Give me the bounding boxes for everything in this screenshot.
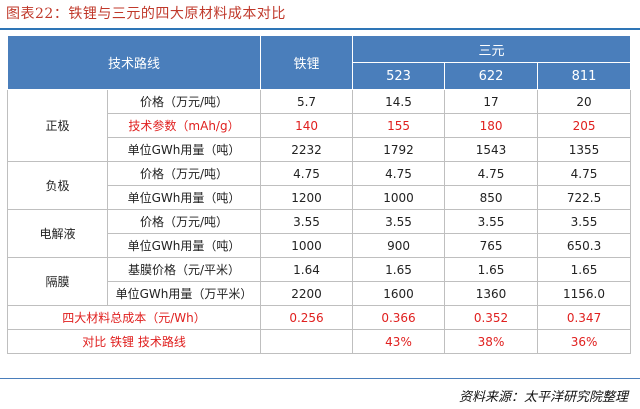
value-cell: 3.55 — [537, 209, 632, 234]
summary-label: 对比 铁锂 技术路线 — [6, 329, 262, 354]
value-cell: 3.55 — [444, 209, 539, 234]
table-row: 电解液 价格（万元/吨） 3.55 3.55 3.55 3.55 — [7, 209, 632, 258]
group-label: 电解液 — [7, 209, 108, 258]
value-cell: 1.65 — [444, 257, 539, 282]
value-cell: 4.75 — [537, 161, 632, 186]
value-cell: 900 — [352, 233, 446, 258]
summary-value: 36% — [537, 329, 632, 354]
value-cell: 205 — [537, 113, 632, 138]
table-row: 单位GWh用量（吨） 1000 900 765 650.3 — [8, 233, 632, 258]
row-label: 单位GWh用量（万平米） — [106, 281, 262, 306]
value-cell: 1360 — [444, 281, 539, 306]
value-cell: 1355 — [537, 137, 632, 162]
value-cell: 14.5 — [352, 89, 446, 114]
value-cell: 140 — [260, 113, 354, 138]
summary-row: 对比 铁锂 技术路线 43% 38% 36% — [6, 329, 632, 354]
table-row: 单位GWh用量（吨） 2232 1792 1543 1355 — [8, 137, 632, 162]
row-label: 基膜价格（元/平米） — [106, 257, 262, 282]
group-label: 正极 — [7, 89, 108, 162]
summary-value — [260, 329, 354, 354]
value-cell: 1.65 — [537, 257, 632, 282]
row-label: 单位GWh用量（吨） — [106, 137, 262, 162]
table-row: 单位GWh用量（万平米） 2200 1600 1360 1156.0 — [8, 281, 632, 306]
summary-value: 0.352 — [444, 305, 539, 330]
source-note: 资料来源：太平洋研究院整理 — [458, 390, 628, 405]
header-route: 技术路线 — [6, 35, 262, 90]
header-lfp: 铁锂 — [260, 35, 354, 90]
value-cell: 2200 — [260, 281, 354, 306]
summary-value: 0.347 — [537, 305, 632, 330]
table-row: 隔膜 基膜价格（元/平米） 1.64 1.65 1.65 1.65 — [7, 257, 632, 306]
summary-value: 38% — [444, 329, 539, 354]
value-cell: 4.75 — [352, 161, 446, 186]
value-cell: 4.75 — [260, 161, 354, 186]
value-cell: 3.55 — [260, 209, 354, 234]
summary-value: 0.366 — [352, 305, 446, 330]
header-811: 811 — [537, 62, 632, 90]
summary-row: 四大材料总成本（元/Wh） 0.256 0.366 0.352 0.347 — [6, 305, 632, 330]
value-cell: 17 — [444, 89, 539, 114]
row-label: 价格（万元/吨） — [106, 89, 262, 114]
value-cell: 3.55 — [352, 209, 446, 234]
value-cell: 1200 — [260, 185, 354, 210]
value-cell: 20 — [537, 89, 632, 114]
value-cell: 4.75 — [444, 161, 539, 186]
row-label: 单位GWh用量（吨） — [106, 185, 262, 210]
value-cell: 2232 — [260, 137, 354, 162]
value-cell: 1156.0 — [537, 281, 632, 306]
header-523: 523 — [352, 62, 446, 90]
value-cell: 850 — [444, 185, 539, 210]
value-cell: 1000 — [260, 233, 354, 258]
value-cell: 650.3 — [537, 233, 632, 258]
value-cell: 1600 — [352, 281, 446, 306]
header-622: 622 — [444, 62, 539, 90]
figure-title: 图表22：铁锂与三元的四大原材料成本对比 — [6, 6, 286, 22]
footer-divider — [0, 378, 640, 379]
summary-value: 43% — [352, 329, 446, 354]
value-cell: 1792 — [352, 137, 446, 162]
summary-label: 四大材料总成本（元/Wh） — [6, 305, 262, 330]
row-label: 价格（万元/吨） — [106, 161, 262, 186]
value-cell: 1000 — [352, 185, 446, 210]
value-cell: 765 — [444, 233, 539, 258]
value-cell: 1.65 — [352, 257, 446, 282]
row-label: 价格（万元/吨） — [106, 209, 262, 234]
summary-value: 0.256 — [260, 305, 354, 330]
table-row: 技术参数（mAh/g） 140 155 180 205 — [8, 113, 632, 138]
cost-comparison-table: 技术路线 铁锂 三元 523 622 811 正极 价格（万元/吨） 5.7 14.5… — [6, 35, 632, 354]
title-divider — [0, 28, 640, 30]
row-label: 单位GWh用量（吨） — [106, 233, 262, 258]
header-ternary: 三元 — [352, 35, 632, 63]
value-cell: 722.5 — [537, 185, 632, 210]
value-cell: 1543 — [444, 137, 539, 162]
table-row: 负极 价格（万元/吨） 4.75 4.75 4.75 4.75 — [7, 161, 632, 210]
group-label: 隔膜 — [7, 257, 108, 306]
value-cell: 155 — [352, 113, 446, 138]
value-cell: 180 — [444, 113, 539, 138]
row-label: 技术参数（mAh/g） — [106, 113, 262, 138]
table-row: 单位GWh用量（吨） 1200 1000 850 722.5 — [8, 185, 632, 210]
group-label: 负极 — [7, 161, 108, 210]
value-cell: 1.64 — [260, 257, 354, 282]
table-row: 正极 价格（万元/吨） 5.7 14.5 17 20 — [7, 89, 632, 162]
value-cell: 5.7 — [260, 89, 354, 114]
